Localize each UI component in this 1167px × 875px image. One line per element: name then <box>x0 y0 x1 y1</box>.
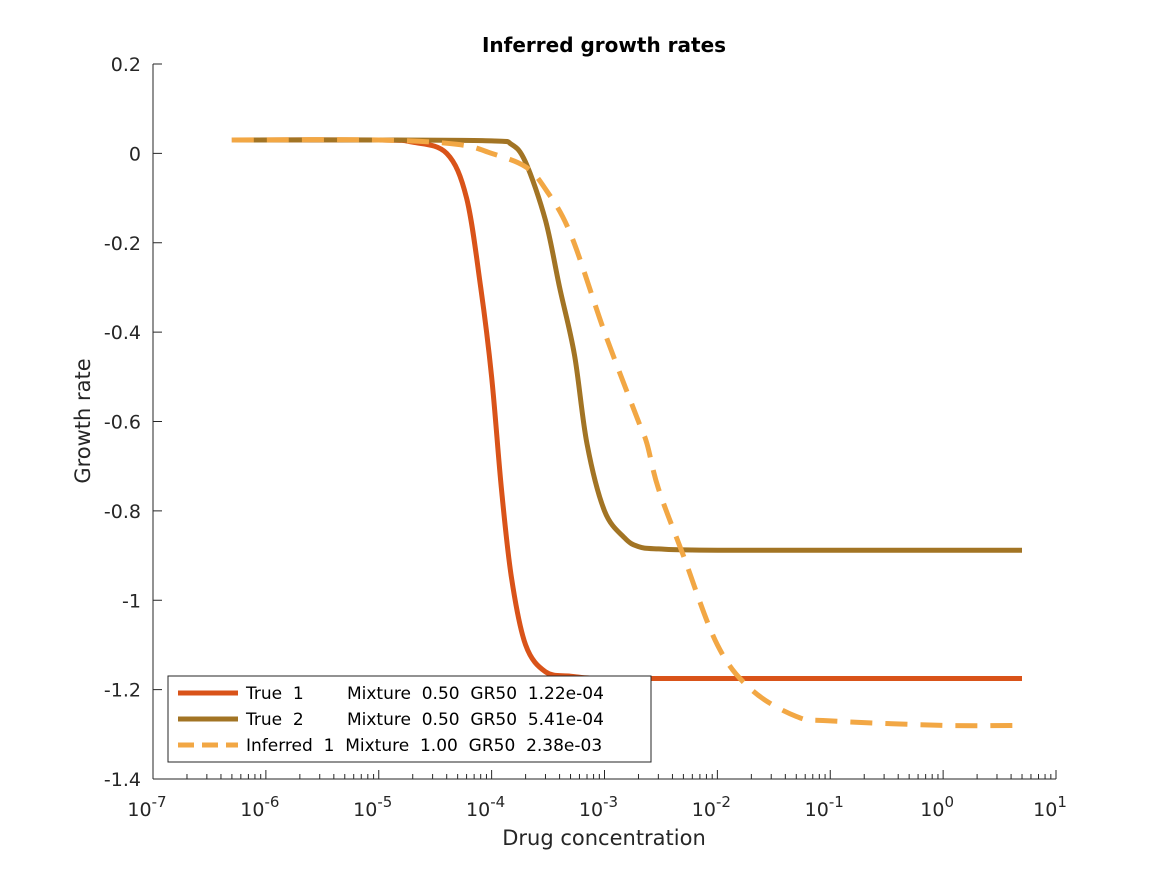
plot-lines <box>231 137 1023 729</box>
x-tick-label: 101 <box>1033 793 1067 821</box>
x-tick-label: 10-3 <box>579 793 618 821</box>
series-line-1 <box>231 137 1022 682</box>
y-axis-label: Growth rate <box>71 358 95 483</box>
x-tick-label: 10-6 <box>240 793 279 821</box>
y-tick-label: -0.2 <box>104 233 141 255</box>
y-tick-label: -0.4 <box>104 322 141 344</box>
tick-marks <box>152 63 1057 780</box>
legend-label-3: Inferred 1 Mixture 1.00 GR50 2.38e-03 <box>246 736 602 756</box>
series-line-2 <box>231 137 1022 553</box>
legend-box <box>167 675 652 763</box>
x-tick-label: 10-5 <box>353 793 392 821</box>
x-tick-label: 10-4 <box>466 793 505 821</box>
y-tick-label: -1.2 <box>104 680 141 702</box>
y-tick-label: 0 <box>129 143 141 165</box>
x-tick-label: 10-1 <box>805 793 844 821</box>
x-tick-label: 10-2 <box>692 793 731 821</box>
y-tick-label: -0.8 <box>104 501 141 523</box>
x-tick-label: 100 <box>920 793 954 821</box>
legend-label-1: True 1 Mixture 0.50 GR50 1.22e-04 <box>245 684 604 704</box>
legend-label-2: True 2 Mixture 0.50 GR50 5.41e-04 <box>245 710 604 730</box>
y-tick-label: -1.4 <box>104 769 141 791</box>
y-tick-label: -1 <box>122 590 141 612</box>
x-axis-label: Drug concentration <box>502 826 706 850</box>
tick-labels: 10-7 10-6 10-5 10-4 10-3 10-2 10-1 100 101 0.2 0 -0… <box>104 54 1067 821</box>
series-line-3 <box>231 137 1023 729</box>
y-tick-label: 0.2 <box>111 54 141 76</box>
y-tick-label: -0.6 <box>104 412 141 434</box>
chart-title: Inferred growth rates <box>482 33 726 57</box>
x-tick-label: 10-7 <box>127 793 166 821</box>
legend: True 1 Mixture 0.50 GR50 1.22e-04 True 2 … <box>167 675 652 763</box>
